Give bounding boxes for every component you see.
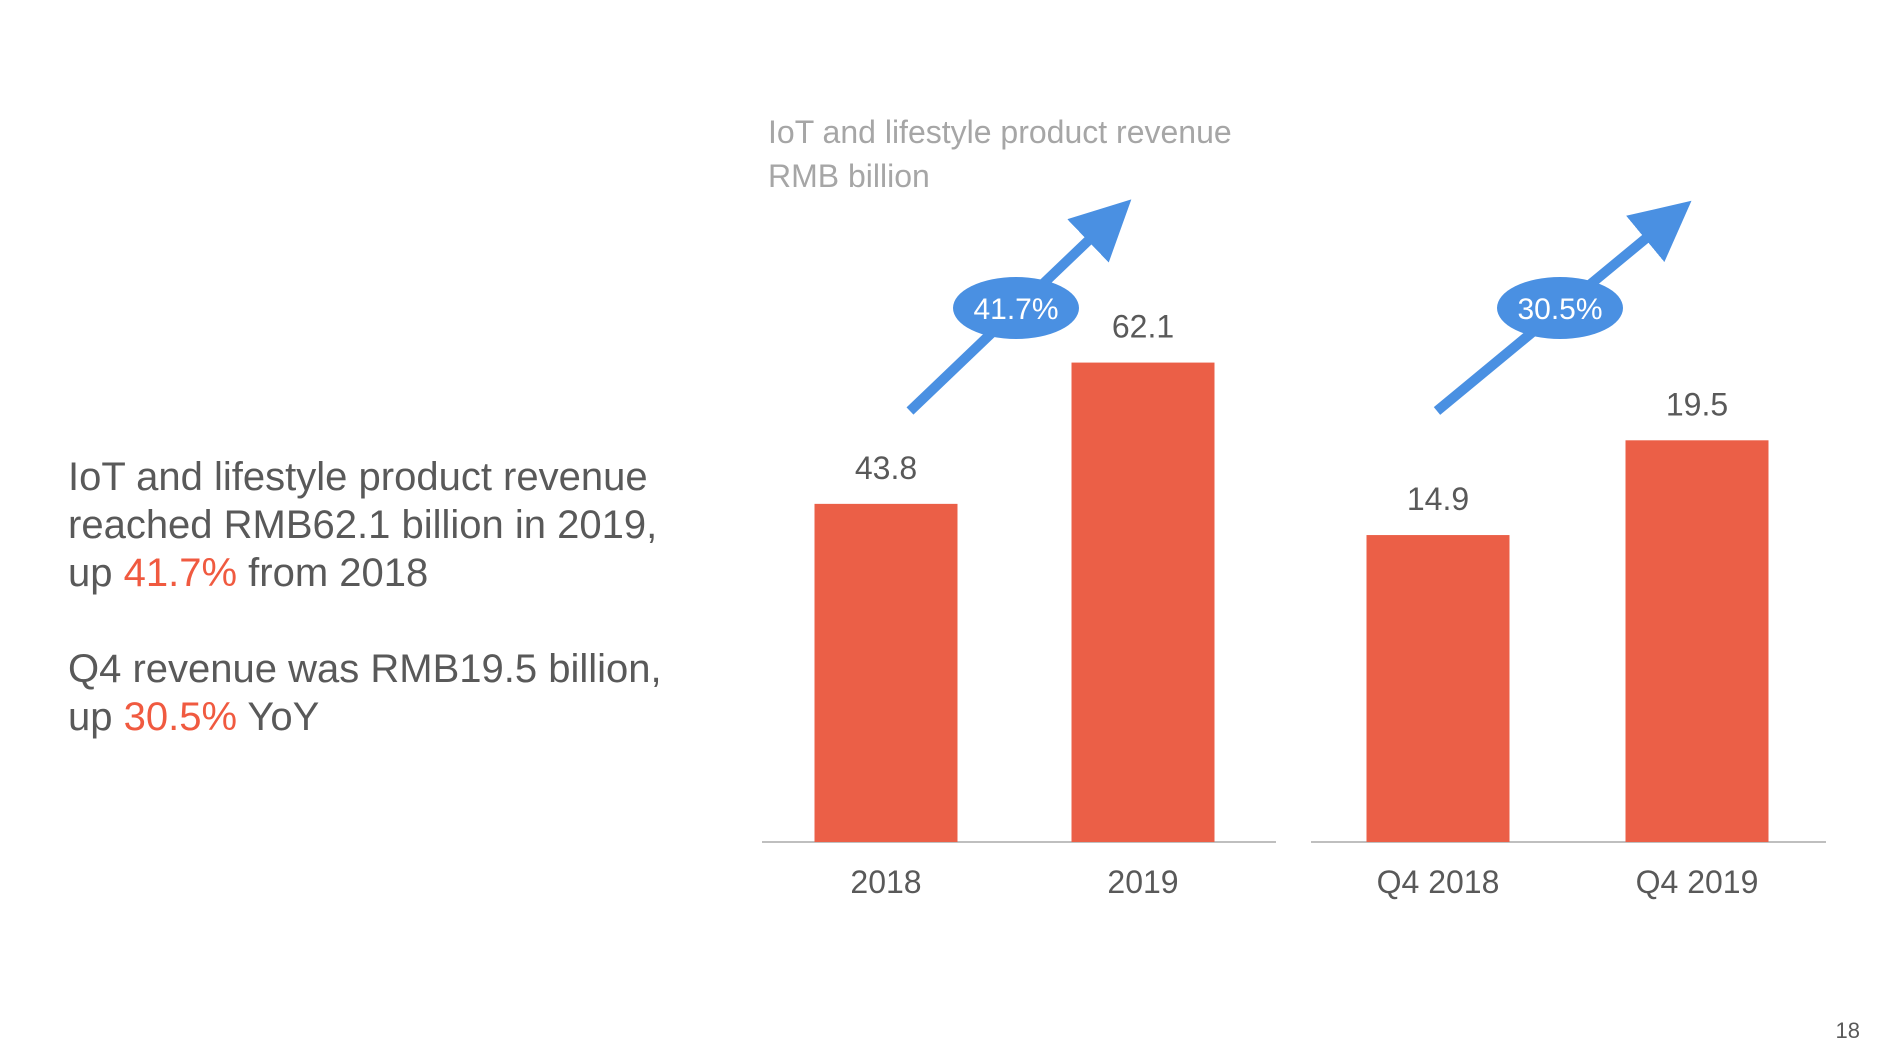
category-label-2019: 2019 <box>1107 864 1178 900</box>
category-label-q4-2019: Q4 2019 <box>1636 864 1759 900</box>
summary-line-5-suffix: YoY <box>237 695 320 739</box>
chart-subtitle: RMB billion <box>768 158 930 194</box>
bar-2018 <box>814 503 958 842</box>
quarterly-summary: Q4 revenue was RMB19.5 billion, up 30.5%… <box>68 645 768 741</box>
value-label-q4-2018: 14.9 <box>1407 481 1469 517</box>
annual-growth-highlight: 41.7% <box>123 551 238 595</box>
growth-label-quarterly: 30.5% <box>1517 293 1602 326</box>
annual-summary: IoT and lifestyle product revenue reache… <box>68 453 768 597</box>
bar-2019 <box>1071 362 1215 842</box>
bar-q4-2018 <box>1366 535 1510 842</box>
value-label-2018: 43.8 <box>855 450 917 486</box>
summary-line-2: reached RMB62.1 billion in 2019, <box>68 503 658 547</box>
value-label-2019: 62.1 <box>1112 309 1174 345</box>
page-number: 18 <box>1835 1018 1860 1043</box>
category-label-2018: 2018 <box>850 864 921 900</box>
quarterly-growth-highlight: 30.5% <box>123 695 238 739</box>
headline-text: IoT and lifestyle product revenue reache… <box>68 453 768 741</box>
summary-line-3-suffix: from 2018 <box>237 551 429 595</box>
bar-q4-2019 <box>1625 440 1769 842</box>
summary-line-3-prefix: up <box>68 551 124 595</box>
category-label-q4-2018: Q4 2018 <box>1377 864 1500 900</box>
summary-line-1: IoT and lifestyle product revenue <box>68 455 648 499</box>
summary-line-4: Q4 revenue was RMB19.5 billion, <box>68 647 662 691</box>
growth-label-annual: 41.7% <box>973 293 1058 326</box>
growth-badge-quarterly <box>1497 277 1623 339</box>
summary-line-5-prefix: up <box>68 695 124 739</box>
value-label-q4-2019: 19.5 <box>1666 386 1728 422</box>
growth-badge-annual <box>953 277 1079 339</box>
chart-title: IoT and lifestyle product revenue <box>768 114 1232 150</box>
